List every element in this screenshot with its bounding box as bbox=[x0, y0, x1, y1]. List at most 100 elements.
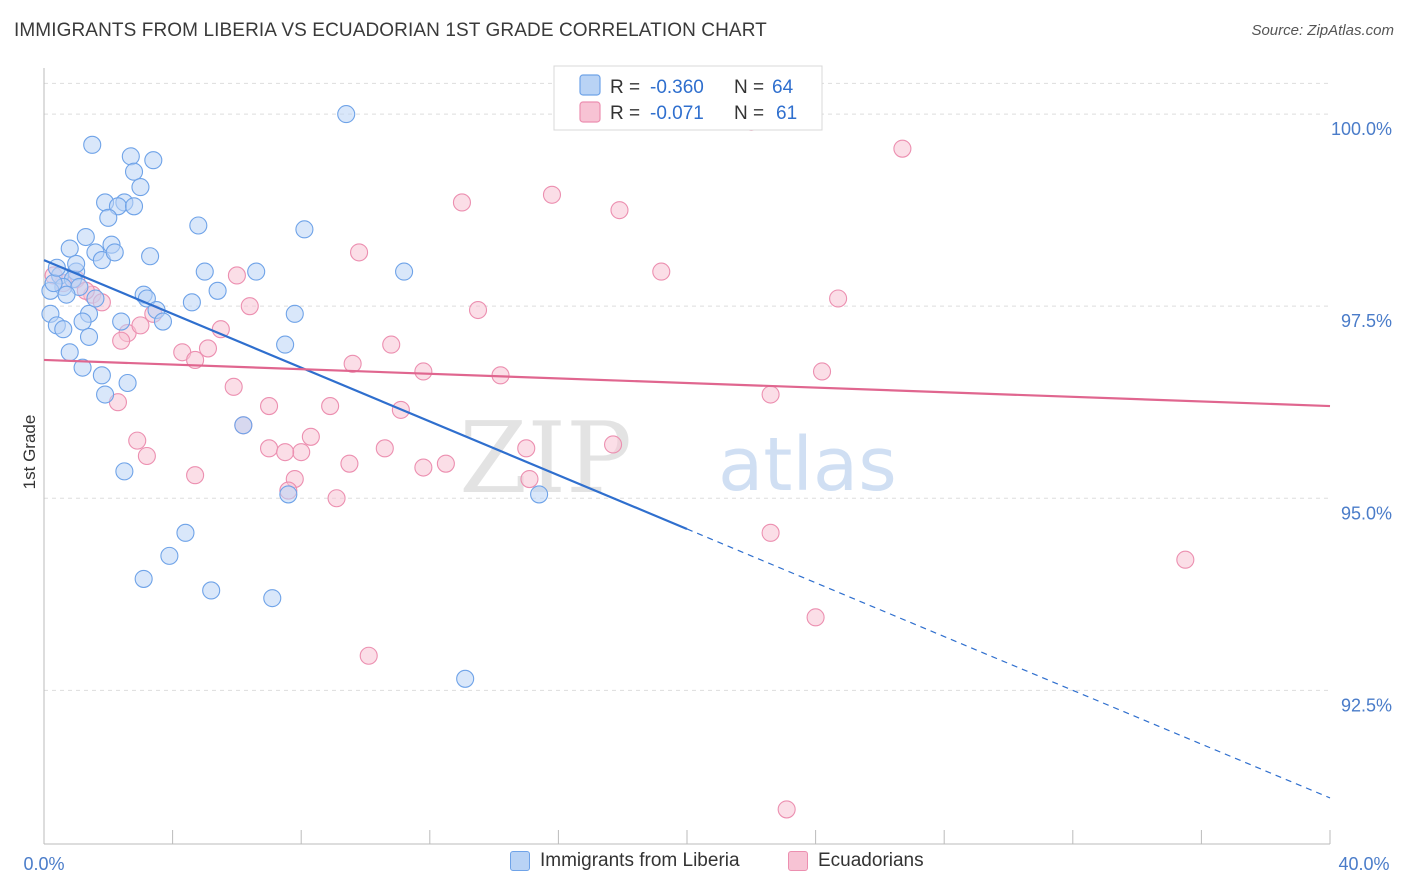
data-point bbox=[263, 589, 282, 608]
legend-r-label-2: R = bbox=[610, 103, 640, 124]
data-point bbox=[208, 281, 227, 300]
chart-title: IMMIGRANTS FROM LIBERIA VS ECUADORIAN 1S… bbox=[14, 20, 767, 41]
data-point bbox=[124, 162, 144, 181]
legend-r-label-1: R = bbox=[610, 77, 640, 98]
series-legend: Immigrants from Liberia Ecuadorians bbox=[0, 850, 1406, 878]
source-credit: Source: ZipAtlas.com bbox=[1251, 22, 1394, 39]
data-point bbox=[321, 397, 340, 416]
data-point bbox=[806, 608, 825, 627]
legend-label-ecuadorians: Ecuadorians bbox=[818, 850, 924, 871]
data-point bbox=[83, 135, 102, 154]
data-point bbox=[812, 362, 832, 381]
data-point bbox=[189, 216, 208, 235]
data-point bbox=[350, 243, 369, 262]
data-point bbox=[128, 431, 147, 450]
y-tick-label: 100.0% bbox=[1331, 119, 1392, 139]
data-point bbox=[343, 354, 362, 373]
legend-n-value-1: 64 bbox=[772, 77, 794, 98]
data-point bbox=[86, 289, 105, 308]
trend-line-liberia-extrapolated bbox=[686, 528, 1331, 799]
data-point bbox=[99, 208, 118, 227]
data-point bbox=[1176, 550, 1195, 569]
data-point bbox=[279, 485, 298, 504]
data-point bbox=[382, 335, 401, 354]
liberia-points bbox=[41, 105, 549, 688]
data-point bbox=[124, 197, 144, 216]
data-point bbox=[301, 427, 320, 446]
data-point bbox=[285, 304, 304, 323]
data-point bbox=[240, 297, 259, 316]
data-point bbox=[327, 489, 346, 508]
data-point bbox=[761, 523, 780, 542]
data-point bbox=[202, 581, 221, 600]
data-point bbox=[186, 466, 205, 485]
data-point bbox=[292, 443, 311, 462]
correlation-legend: R = -0.360 N = 64 R = -0.071 N = 61 bbox=[553, 65, 823, 131]
x-tick-label-max: 40.0% bbox=[1338, 854, 1389, 874]
legend-item-ecuadorians[interactable]: Ecuadorians bbox=[788, 850, 924, 872]
data-point bbox=[520, 469, 539, 489]
legend-item-liberia[interactable]: Immigrants from Liberia bbox=[510, 850, 740, 872]
watermark-atlas: atlas bbox=[718, 422, 897, 508]
data-point bbox=[761, 385, 780, 404]
data-point bbox=[198, 339, 218, 358]
data-point bbox=[44, 274, 63, 293]
data-point bbox=[137, 446, 156, 466]
legend-swatch-liberia bbox=[510, 851, 530, 871]
data-point bbox=[115, 462, 134, 481]
data-point bbox=[141, 247, 160, 266]
legend-n-label-1: N = bbox=[734, 77, 764, 98]
data-point bbox=[211, 320, 230, 339]
data-point bbox=[131, 316, 150, 335]
data-point bbox=[92, 366, 111, 385]
data-point bbox=[153, 312, 173, 331]
data-point bbox=[604, 435, 623, 454]
data-point bbox=[829, 289, 848, 308]
data-point bbox=[227, 266, 246, 285]
data-point bbox=[234, 416, 253, 435]
y-tick-label: 97.5% bbox=[1341, 311, 1392, 331]
data-point bbox=[144, 151, 163, 170]
data-point bbox=[893, 139, 912, 158]
x-tick-label-min: 0.0% bbox=[23, 854, 64, 874]
data-point bbox=[131, 178, 150, 197]
data-point bbox=[452, 193, 472, 212]
data-point bbox=[259, 439, 279, 458]
data-point bbox=[276, 443, 295, 462]
trend-lines bbox=[43, 259, 1331, 799]
y-tick-label: 92.5% bbox=[1341, 695, 1392, 715]
data-point bbox=[121, 147, 140, 166]
data-point bbox=[468, 300, 488, 320]
data-point bbox=[530, 485, 549, 504]
data-point bbox=[295, 220, 314, 239]
trend-line-ecuadorians bbox=[43, 358, 1331, 408]
trend-line-liberia bbox=[43, 259, 688, 531]
data-point bbox=[182, 293, 201, 312]
axes bbox=[43, 68, 1330, 845]
y-tick-labels: 92.5% 95.0% 97.5% 100.0% bbox=[1331, 119, 1392, 715]
x-ticks bbox=[43, 830, 1331, 844]
legend-swatch-ecuadorians bbox=[788, 851, 808, 871]
data-point bbox=[337, 105, 356, 124]
legend-swatch-pink bbox=[579, 101, 601, 123]
data-point bbox=[340, 454, 359, 473]
data-point bbox=[777, 800, 796, 819]
data-point bbox=[414, 458, 433, 477]
legend-swatch-blue bbox=[579, 74, 601, 96]
data-point bbox=[60, 343, 79, 362]
data-point bbox=[247, 262, 266, 281]
legend-r-value-1: -0.360 bbox=[650, 77, 704, 98]
data-point bbox=[112, 331, 131, 350]
data-point bbox=[414, 362, 433, 381]
data-point bbox=[359, 646, 378, 665]
y-tick-label: 95.0% bbox=[1341, 503, 1392, 523]
data-point bbox=[134, 569, 153, 588]
data-point bbox=[54, 320, 73, 339]
watermark: ZIP atlas bbox=[459, 402, 897, 516]
data-point bbox=[60, 239, 79, 258]
data-point bbox=[195, 262, 214, 281]
data-point bbox=[160, 546, 179, 565]
legend-n-value-2: 61 bbox=[776, 103, 797, 124]
data-point bbox=[276, 335, 295, 354]
